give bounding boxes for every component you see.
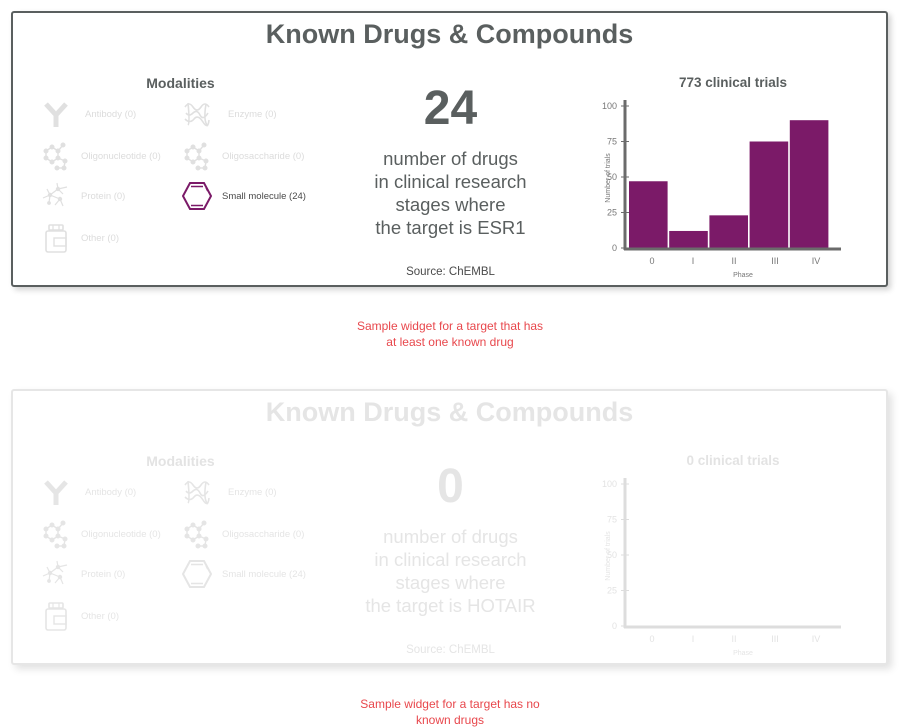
modalities-title: Modalities — [146, 453, 215, 469]
modalities-title: Modalities — [146, 75, 215, 91]
caption-inactive-widget: Sample widget for a target has no known … — [360, 697, 540, 727]
svg-text:Phase: Phase — [733, 272, 753, 279]
modality-small-molecule[interactable]: Small molecule (24) — [182, 181, 306, 211]
widget-title: Known Drugs & Compounds — [265, 397, 634, 427]
modality-oligonucleotide: Oligonucleotide (0) — [41, 519, 161, 549]
enzyme-icon — [182, 99, 212, 129]
svg-text:75: 75 — [607, 137, 617, 147]
source-label: Source: ChEMBL — [406, 266, 495, 278]
svg-text:Number of trials: Number of trials — [605, 153, 612, 203]
modality-small-molecule: Small molecule (24) — [182, 559, 306, 589]
oligosaccharide-icon — [182, 141, 212, 171]
enzyme-icon — [182, 477, 212, 507]
modality-enzyme: Enzyme (0) — [182, 99, 277, 129]
svg-text:25: 25 — [607, 586, 617, 596]
source-label: Source: ChEMBL — [406, 644, 495, 656]
svg-text:25: 25 — [607, 208, 617, 218]
chart-title: 773 clinical trials — [678, 75, 788, 90]
known-drugs-widget-active: Known Drugs & Compounds Modalities Antib… — [11, 11, 888, 287]
svg-text:I: I — [692, 634, 695, 644]
widget-title: Known Drugs & Compounds — [265, 19, 634, 49]
svg-text:0: 0 — [649, 256, 654, 266]
small-molecule-icon — [182, 559, 212, 589]
svg-text:Number of trials: Number of trials — [605, 531, 612, 581]
chart-title: 0 clinical trials — [686, 453, 780, 468]
svg-text:75: 75 — [607, 515, 617, 525]
oligonucleotide-icon — [41, 519, 71, 549]
antibody-icon — [41, 99, 71, 129]
drug-count: 0 — [437, 460, 464, 513]
modality-protein: Protein (0) — [41, 181, 125, 211]
modality-oligonucleotide: Oligonucleotide (0) — [41, 141, 161, 171]
svg-text:100: 100 — [602, 479, 617, 489]
antibody-icon — [41, 477, 71, 507]
svg-text:I: I — [692, 256, 695, 266]
modality-other: Other (0) — [41, 601, 119, 631]
caption-active-widget: Sample widget for a target that has at l… — [356, 319, 544, 349]
modality-antibody: Antibody (0) — [41, 99, 136, 129]
svg-text:II: II — [731, 634, 736, 644]
protein-icon — [41, 559, 71, 589]
drug-count-description: number of drugs in clinical research sta… — [365, 526, 536, 616]
svg-text:0: 0 — [612, 243, 617, 253]
bar-phase-II[interactable] — [709, 215, 748, 248]
svg-text:0: 0 — [612, 621, 617, 631]
svg-text:III: III — [771, 256, 779, 266]
other-icon — [41, 601, 71, 631]
modality-enzyme: Enzyme (0) — [182, 477, 277, 507]
modality-protein: Protein (0) — [41, 559, 125, 589]
bar-phase-I[interactable] — [669, 230, 708, 248]
bar-phase-III[interactable] — [749, 141, 789, 249]
bar-phase-0[interactable] — [629, 181, 668, 248]
small-molecule-icon — [182, 181, 212, 211]
svg-text:IV: IV — [812, 634, 821, 644]
modality-oligosaccharide: Oligosaccharide (0) — [182, 519, 304, 549]
modality-antibody: Antibody (0) — [41, 477, 136, 507]
other-icon — [41, 223, 71, 253]
modality-oligosaccharide: Oligosaccharide (0) — [182, 141, 304, 171]
svg-text:IV: IV — [812, 256, 821, 266]
svg-text:III: III — [771, 634, 779, 644]
oligosaccharide-icon — [182, 519, 212, 549]
svg-text:Phase: Phase — [733, 650, 753, 657]
drug-count: 24 — [423, 82, 478, 135]
svg-text:50: 50 — [607, 550, 617, 560]
svg-text:0: 0 — [649, 634, 654, 644]
known-drugs-widget-inactive: Known Drugs & Compounds Modalities Antib… — [11, 389, 888, 665]
modality-other: Other (0) — [41, 223, 119, 253]
svg-text:II: II — [731, 256, 736, 266]
oligonucleotide-icon — [41, 141, 71, 171]
protein-icon — [41, 181, 71, 211]
svg-text:100: 100 — [602, 101, 617, 111]
drug-count-description: number of drugs in clinical research sta… — [374, 148, 527, 238]
bar-phase-IV[interactable] — [789, 120, 829, 248]
svg-text:50: 50 — [607, 172, 617, 182]
